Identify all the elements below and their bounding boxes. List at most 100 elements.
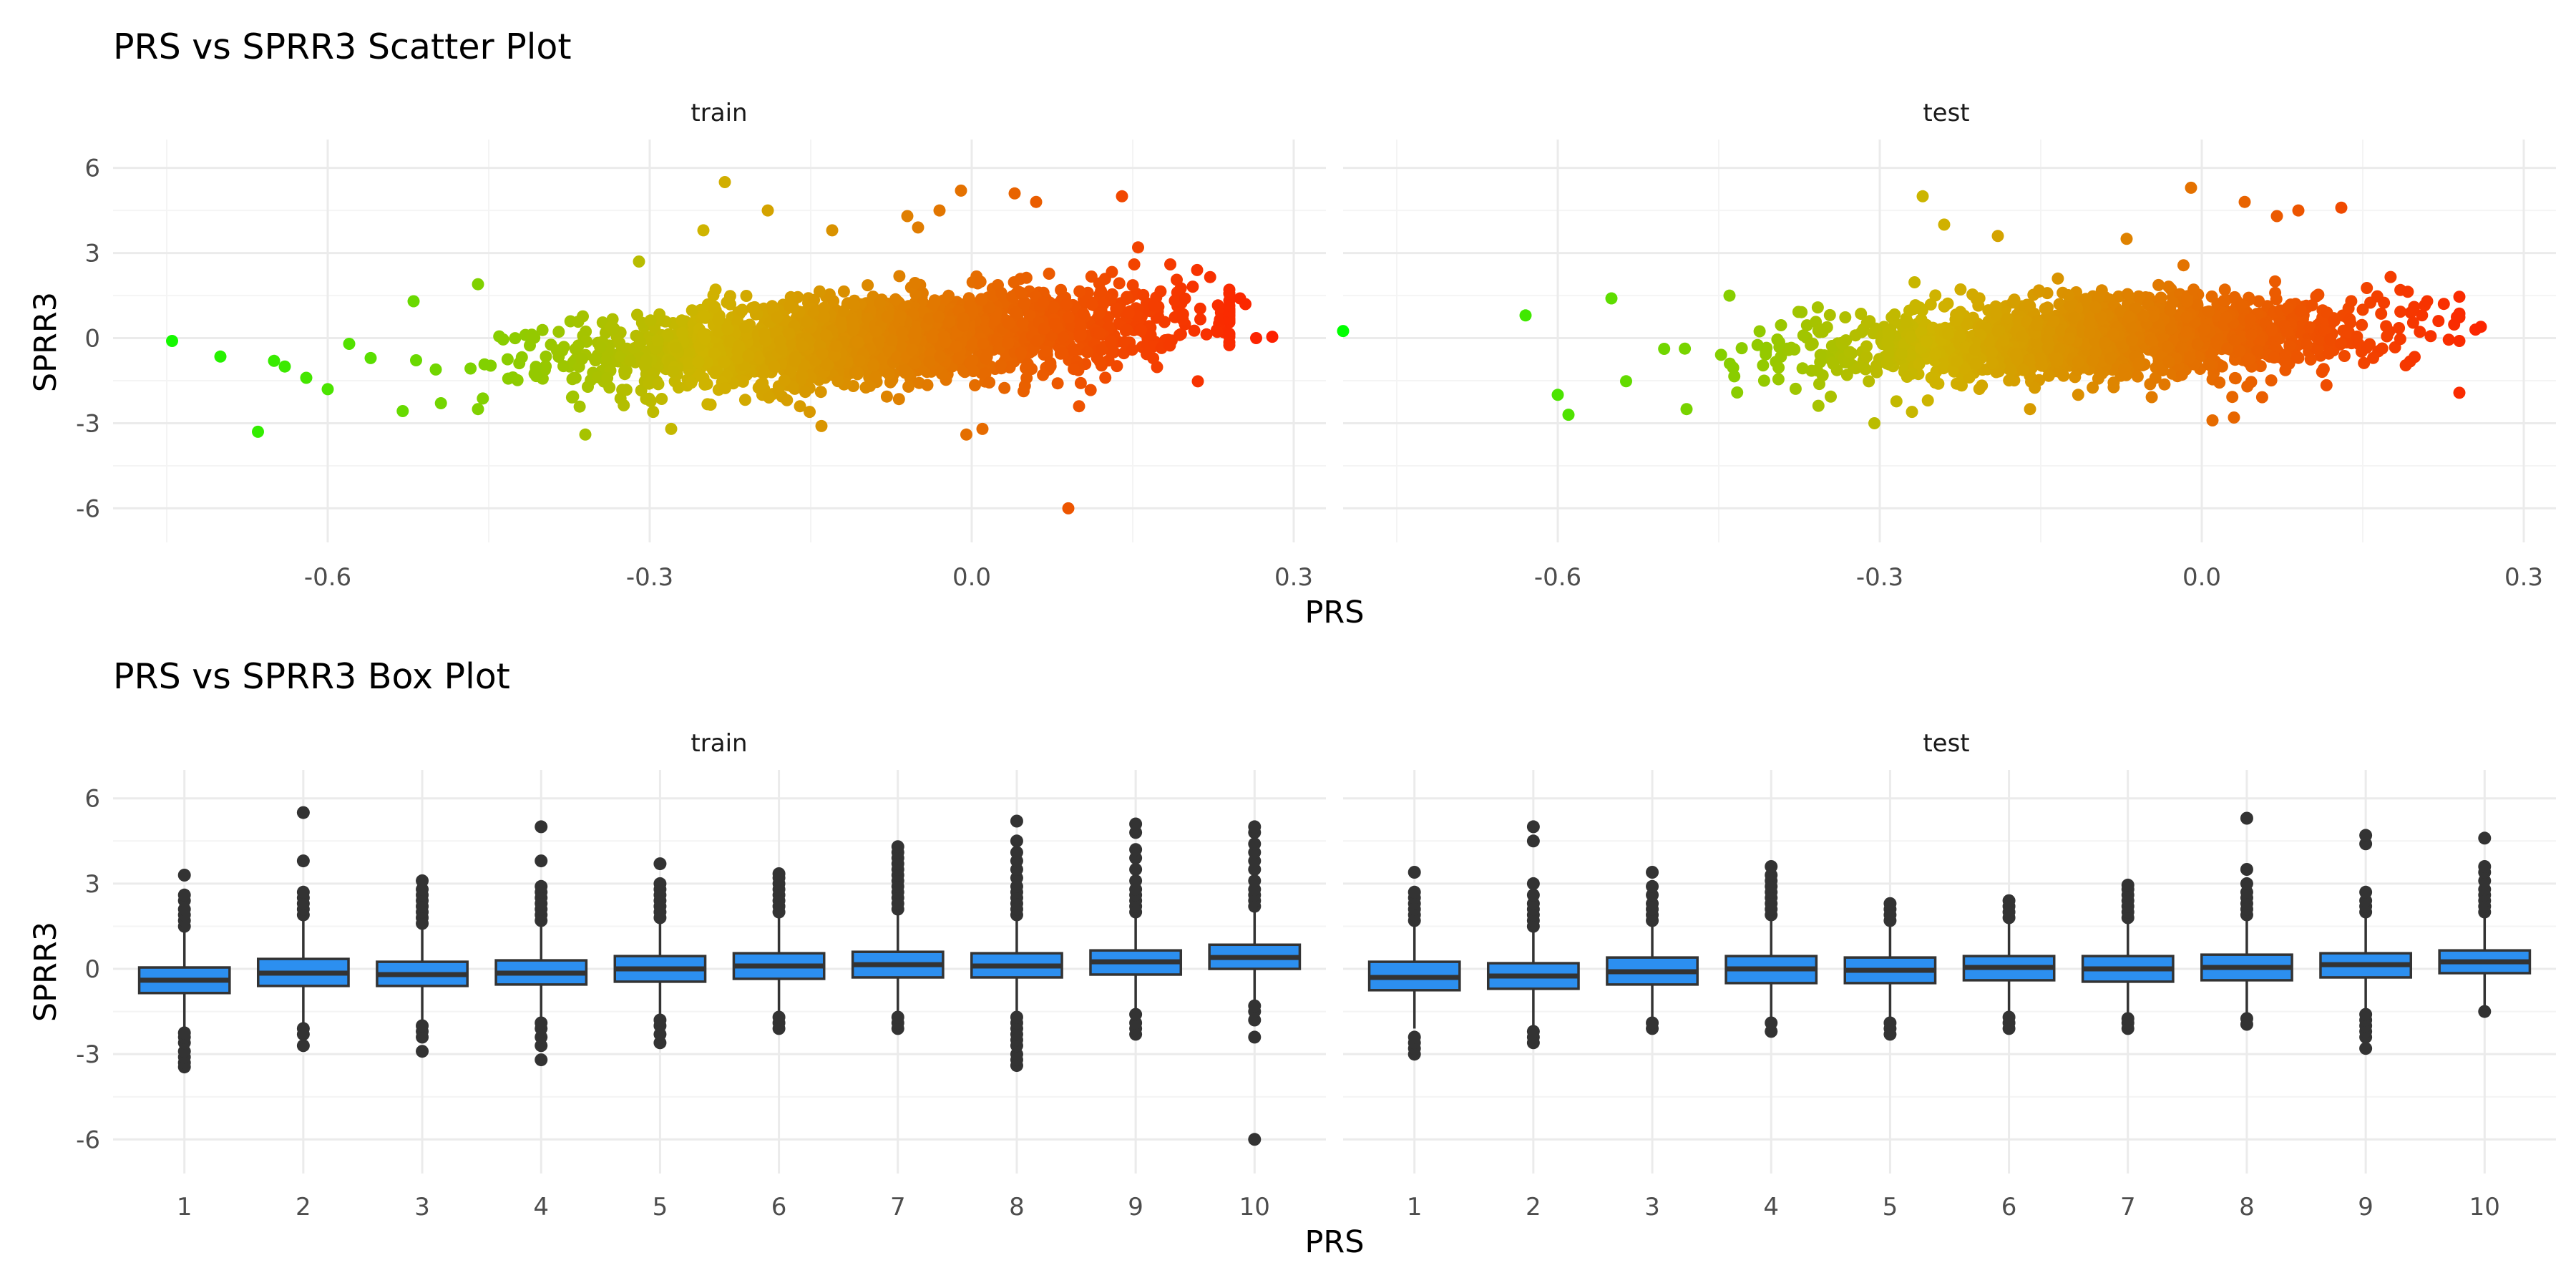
scatter-point (880, 390, 893, 403)
scatter-point (2243, 353, 2256, 366)
scatter-point (789, 355, 801, 368)
scatter-point (1194, 313, 1206, 326)
scatter-point (921, 379, 934, 391)
scatter-point (2361, 282, 2373, 294)
scatter-point (600, 354, 613, 367)
scatter-point (701, 398, 714, 411)
scatter-point (894, 311, 907, 324)
box-x-tick-label: 2 (296, 1193, 311, 1221)
box-outlier (891, 1010, 904, 1024)
scatter-point (2215, 360, 2228, 373)
scatter-point (2191, 298, 2204, 311)
box-x-tick-label: 8 (1009, 1193, 1025, 1221)
box-outlier (2478, 1005, 2492, 1018)
scatter-point (2221, 342, 2234, 355)
scatter-point (1093, 356, 1106, 368)
box-x-tick-label: 7 (2120, 1193, 2136, 1221)
scatter-point (1063, 311, 1075, 324)
box-x-ticks-test: 1 2 3 4 5 6 7 8 9 10 (1407, 1193, 2500, 1221)
scatter-point (1111, 360, 1123, 373)
box-x-tick-label: 8 (2239, 1193, 2255, 1221)
box-x-tick-label: 1 (1407, 1193, 1423, 1221)
scatter-point (852, 366, 864, 379)
scatter-point (1863, 375, 1875, 388)
scatter-point (1562, 409, 1575, 421)
box-test-7 (2081, 878, 2175, 1035)
scatter-point (2270, 210, 2283, 223)
box-outlier (296, 885, 310, 899)
scatter-point (530, 370, 542, 383)
scatter-point (2057, 369, 2070, 382)
scatter-point (1924, 298, 1937, 311)
scatter-point (2358, 356, 2371, 369)
scatter-y-tick-label: 6 (84, 155, 100, 183)
scatter-point (1792, 306, 1805, 318)
scatter-point (1913, 358, 1926, 371)
scatter-point (923, 356, 936, 368)
scatter-point (1959, 341, 1972, 354)
scatter-point (939, 336, 952, 348)
scatter-point (2162, 355, 2175, 368)
scatter-point (2294, 304, 2307, 317)
scatter-point (796, 369, 809, 382)
scatter-point (2367, 351, 2379, 364)
scatter-x-tick-label: 0.3 (2504, 563, 2543, 592)
scatter-point (1929, 348, 1942, 361)
scatter-point (577, 310, 589, 323)
scatter-point (2265, 374, 2278, 387)
scatter-point (2041, 333, 2054, 346)
scatter-point (2104, 352, 2117, 365)
scatter-strip-train: train (691, 99, 747, 127)
box-outlier (2359, 885, 2373, 899)
scatter-point (763, 391, 776, 404)
scatter-point (2401, 286, 2414, 298)
scatter-point (816, 348, 829, 361)
scatter-point (2072, 389, 2084, 401)
scatter-point (1137, 288, 1150, 301)
scatter-point (2024, 403, 2036, 416)
scatter-point (966, 354, 979, 367)
scatter-point (901, 210, 914, 223)
scatter-point (2155, 291, 2167, 304)
scatter-point (2317, 363, 2330, 376)
scatter-point (1223, 287, 1236, 300)
scatter-point (2335, 201, 2348, 214)
scatter-x-tick-label: -0.6 (304, 563, 351, 592)
box-outlier (1646, 866, 1659, 879)
scatter-point (2226, 391, 2239, 404)
scatter-point (1163, 339, 1176, 352)
scatter-point (1116, 190, 1128, 203)
box-x-tick-label: 1 (177, 1193, 192, 1221)
scatter-point (1085, 298, 1098, 311)
scatter-point (2051, 272, 2064, 285)
box-x-tick-label: 10 (2469, 1193, 2500, 1221)
scatter-point (736, 304, 748, 317)
scatter-point (2051, 352, 2064, 365)
scatter-point (955, 184, 967, 197)
scatter-point (2228, 333, 2241, 346)
scatter-point (1827, 358, 1840, 371)
scatter-point (2213, 376, 2226, 389)
scatter-point (2414, 326, 2426, 338)
scatter-point (667, 366, 679, 378)
scatter-point (1008, 187, 1021, 200)
scatter-point (651, 334, 664, 347)
scatter-point (2321, 306, 2333, 319)
scatter-point (2328, 314, 2341, 327)
box-outlier (2002, 894, 2016, 907)
scatter-point (2001, 312, 2014, 325)
scatter-point (2245, 328, 2258, 341)
scatter-point (1909, 299, 1922, 312)
box-outlier (1526, 888, 1540, 902)
box-outlier (1129, 843, 1143, 857)
scatter-point (1991, 325, 2004, 338)
scatter-point (1030, 195, 1043, 208)
scatter-point (2254, 360, 2267, 373)
scatter-point (1990, 308, 2003, 321)
scatter-point (1806, 338, 1819, 350)
scatter-point (2067, 311, 2080, 324)
scatter-point (321, 383, 334, 396)
scatter-point (1942, 328, 1955, 341)
box-x-tick-label: 5 (1883, 1193, 1898, 1221)
